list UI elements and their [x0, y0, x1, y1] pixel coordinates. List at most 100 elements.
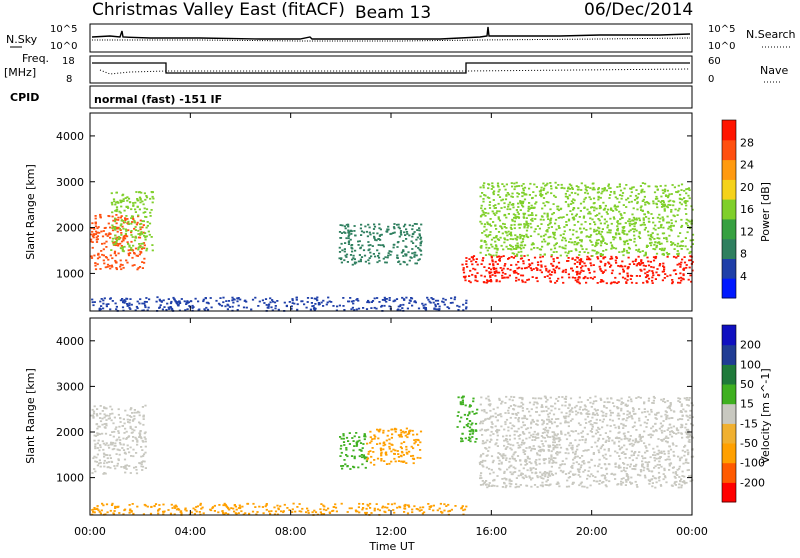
- heatmap-cell: [353, 309, 356, 311]
- heatmap-cell: [582, 216, 585, 219]
- heatmap-cell: [127, 436, 130, 438]
- heatmap-cell: [108, 417, 111, 420]
- heatmap-cell: [107, 233, 111, 236]
- heatmap-cell: [405, 228, 408, 231]
- heatmap-cell: [392, 509, 395, 511]
- heatmap-cell: [396, 246, 399, 248]
- heatmap-cell: [479, 220, 482, 223]
- heatmap-cell: [680, 279, 683, 282]
- heatmap-cell: [507, 406, 511, 409]
- heatmap-cell: [514, 471, 517, 473]
- heatmap-cell: [626, 404, 629, 407]
- heatmap-cell: [681, 277, 684, 280]
- heatmap-cell: [629, 278, 632, 280]
- heatmap-cell: [357, 299, 360, 302]
- heatmap-cell: [396, 506, 399, 509]
- heatmap-cell: [623, 248, 626, 250]
- heatmap-cell: [661, 247, 664, 250]
- heatmap-cell: [525, 463, 529, 465]
- heatmap-cell: [481, 259, 484, 262]
- heatmap-cell: [592, 264, 595, 266]
- heatmap-cell: [142, 203, 145, 206]
- heatmap-cell: [633, 234, 636, 237]
- colorbar-segment: [722, 258, 736, 279]
- heatmap-cell: [222, 504, 225, 507]
- heatmap-cell: [114, 203, 117, 206]
- heatmap-cell: [657, 467, 660, 469]
- heatmap-cell: [298, 503, 301, 505]
- heatmap-cell: [534, 228, 537, 230]
- heatmap-cell: [488, 223, 491, 226]
- velocity-heatmap-marks: [90, 395, 695, 516]
- heatmap-cell: [651, 276, 654, 279]
- heatmap-cell: [564, 417, 567, 419]
- heatmap-cell: [496, 248, 499, 251]
- heatmap-cell: [562, 233, 565, 235]
- heatmap-cell: [531, 276, 534, 278]
- heatmap-cell: [487, 398, 490, 401]
- heatmap-cell: [510, 264, 513, 266]
- heatmap-cell: [147, 306, 150, 309]
- heatmap-cell: [334, 506, 338, 509]
- heatmap-cell: [691, 416, 694, 418]
- heatmap-cell: [159, 304, 162, 307]
- heatmap-cell: [685, 461, 688, 464]
- heatmap-cell: [468, 426, 472, 429]
- heatmap-cell: [651, 272, 655, 274]
- heatmap-cell: [571, 418, 574, 421]
- heatmap-cell: [155, 300, 158, 303]
- heatmap-cell: [522, 421, 525, 424]
- heatmap-cell: [637, 262, 641, 264]
- heatmap-cell: [619, 236, 622, 239]
- heatmap-cell: [535, 401, 538, 404]
- heatmap-cell: [341, 467, 344, 470]
- heatmap-cell: [132, 436, 135, 438]
- heatmap-cell: [139, 422, 142, 425]
- heatmap-cell: [392, 448, 395, 451]
- heatmap-cell: [226, 506, 229, 508]
- heatmap-cell: [670, 241, 673, 243]
- heatmap-cell: [526, 455, 529, 458]
- heatmap-cell: [587, 267, 590, 270]
- heatmap-cell: [295, 298, 298, 301]
- heatmap-cell: [600, 399, 603, 401]
- heatmap-cell: [639, 268, 642, 271]
- heatmap-cell: [512, 248, 516, 250]
- heatmap-cell: [604, 256, 607, 259]
- heatmap-cell: [132, 512, 135, 515]
- heatmap-cell: [651, 270, 654, 272]
- heatmap-cell: [371, 245, 374, 247]
- heatmap-cell: [131, 439, 134, 442]
- heatmap-cell: [383, 296, 386, 299]
- heatmap-cell: [595, 243, 598, 246]
- heatmap-cell: [411, 235, 414, 238]
- heatmap-cell: [597, 226, 600, 229]
- heatmap-cell: [647, 220, 651, 223]
- heatmap-cell: [619, 189, 623, 192]
- heatmap-cell: [669, 228, 672, 231]
- heatmap-cell: [146, 224, 149, 227]
- heatmap-cell: [147, 230, 150, 233]
- heatmap-cell: [507, 205, 510, 208]
- heatmap-cell: [374, 255, 377, 258]
- heatmap-cell: [111, 300, 114, 302]
- heatmap-cell: [644, 457, 647, 459]
- heatmap-cell: [531, 197, 534, 200]
- heatmap-cell: [368, 226, 371, 229]
- heatmap-cell: [277, 507, 280, 510]
- heatmap-cell: [112, 513, 116, 516]
- heatmap-cell: [578, 272, 581, 275]
- heatmap-cell: [314, 511, 318, 514]
- heatmap-cell: [676, 191, 679, 194]
- heatmap-cell: [645, 426, 648, 428]
- heatmap-cell: [528, 202, 531, 204]
- heatmap-cell: [658, 464, 661, 466]
- heatmap-cell: [122, 466, 126, 468]
- heatmap-cell: [612, 473, 616, 476]
- heatmap-cell: [515, 238, 518, 241]
- heatmap-cell: [414, 262, 417, 265]
- heatmap-cell: [552, 258, 555, 260]
- heatmap-cell: [588, 421, 591, 423]
- heatmap-cell: [296, 506, 299, 508]
